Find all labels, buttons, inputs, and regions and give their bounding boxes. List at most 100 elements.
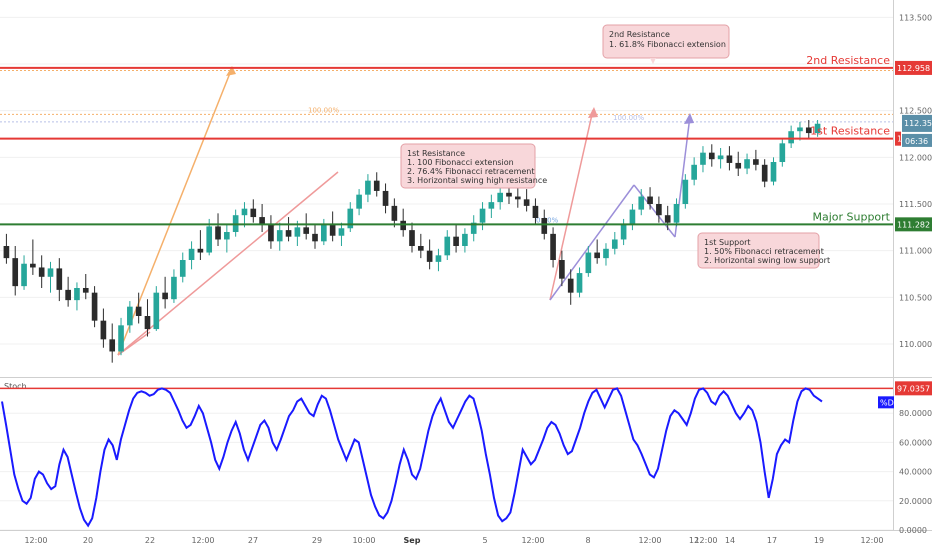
trend-line-sep-rally	[549, 184, 635, 301]
level-label: Major Support	[812, 210, 890, 223]
stochastic-tick-label: 40.0000	[899, 468, 932, 477]
time-tick-label: 12	[689, 536, 699, 545]
candle-body	[550, 233, 556, 260]
candle-body	[647, 196, 653, 204]
arrow-head-right	[684, 113, 694, 124]
candle-body	[144, 316, 151, 330]
candle-body	[100, 320, 107, 340]
annotation-1st-resistance-line-3: 2. 76.4% Fibonacci retracement	[407, 167, 535, 176]
support-resistance-levels: 2nd Resistance 1st Resistance Major Suppor…	[0, 54, 893, 226]
price-tick-label: 113.500	[899, 13, 932, 22]
candle-body	[576, 273, 583, 293]
stochastic-series-name: %D	[880, 398, 894, 407]
price-tag-background	[895, 60, 932, 75]
time-tick-label: 8	[585, 536, 590, 545]
time-tick-label: 27	[248, 536, 258, 545]
candle-body	[188, 248, 195, 260]
candle-body	[805, 127, 812, 134]
candle-body	[664, 215, 671, 223]
candle-body	[435, 255, 442, 262]
time-tick-label: 12:00	[24, 536, 47, 545]
fib-extension-arrow-mid	[549, 109, 594, 301]
countdown-text: 06:36	[905, 137, 928, 146]
candle-body	[109, 339, 116, 352]
candle-body	[735, 162, 742, 169]
candle-body	[153, 292, 160, 330]
candle-body	[224, 232, 230, 240]
candle-body	[744, 159, 750, 169]
level-label: 1st Resistance	[810, 125, 890, 138]
time-tick-label: 12:00	[638, 536, 661, 545]
candle-body	[717, 155, 724, 160]
price-tick-label: 111.500	[899, 200, 932, 209]
candle-body	[656, 204, 662, 216]
time-tick-label: 14	[725, 536, 735, 545]
stochastic-tick-label: 0.0000	[899, 526, 927, 535]
candle-body	[82, 288, 89, 293]
stochastic-axis: 80.0000 60.0000 40.0000 20.0000 0.0000 97.035…	[878, 381, 932, 535]
candle-body	[523, 199, 530, 206]
countdown-tag	[902, 133, 932, 147]
candle-body	[444, 236, 451, 256]
candle-body	[38, 267, 45, 277]
candle-body	[797, 127, 803, 132]
candle-body	[276, 230, 283, 242]
candle-body	[118, 325, 124, 352]
stochastic-ref-tag-text: 97.0357	[897, 384, 930, 393]
candle-body	[285, 230, 292, 237]
candle-body	[488, 202, 495, 209]
candle-body	[585, 252, 592, 274]
candle-body	[268, 224, 274, 242]
stochastic-ref-tag	[895, 381, 932, 396]
time-tick-label: 12:00	[521, 536, 544, 545]
candle-body	[417, 246, 424, 251]
last-price-text: 112.358	[904, 119, 932, 128]
fib-level-label: 100.00%	[308, 106, 339, 114]
candle-body	[761, 164, 768, 182]
stochastic-tick-label: 20.0000	[899, 497, 932, 506]
time-tick-label: 20	[83, 536, 93, 545]
candle-body	[12, 258, 19, 287]
candle-body	[373, 180, 380, 191]
candle-body	[814, 123, 821, 134]
candle-body	[770, 162, 777, 182]
price-tick-label: 112.000	[899, 153, 932, 162]
candle-body	[259, 217, 265, 225]
annotation-1st-support-line-2: 1. 50% Fibonacci retracement	[704, 247, 824, 256]
stochastic-pane: Stoch	[0, 382, 893, 531]
candle-body	[620, 224, 627, 240]
stochastic-tick-label: 60.0000	[899, 438, 932, 447]
time-tick-label: 10:00	[352, 536, 375, 545]
candle-body	[127, 306, 133, 326]
candle-body	[726, 155, 733, 163]
candle-body	[91, 292, 98, 321]
candle-body	[603, 248, 609, 259]
annotation-1st-support: 1st Support 1. 50% Fibonacci retracement…	[697, 232, 830, 269]
price-tag-background	[895, 131, 901, 146]
candle-body	[65, 289, 71, 301]
candle-body	[56, 268, 63, 290]
price-tick-label: 112.500	[899, 107, 932, 116]
candlesticks	[3, 120, 821, 363]
time-tick-label: 22	[145, 536, 155, 545]
candle-body	[479, 208, 486, 223]
candle-body	[506, 192, 512, 197]
time-tick-label: 17	[767, 536, 777, 545]
candle-body	[682, 179, 689, 204]
arrow-head-left	[226, 66, 236, 76]
price-pane: 100.00% 100.00% 0.00% 2nd Resistance 1st Re…	[0, 16, 893, 363]
annotation-1st-support-line-1: 1st Support	[704, 238, 751, 247]
candle-body	[294, 227, 301, 237]
arrow-head-mid	[588, 107, 598, 118]
candle-body	[365, 180, 371, 195]
stochastic-tick-label: 80.0000	[899, 409, 932, 418]
level-label: 2nd Resistance	[806, 54, 890, 67]
candle-body	[312, 233, 318, 242]
stochastic-series-tag	[878, 396, 894, 409]
candle-body	[206, 226, 213, 253]
annotation-1st-resistance-line-1: 1st Resistance	[407, 149, 465, 158]
candle-body	[321, 224, 327, 242]
candle-body	[356, 194, 362, 209]
candle-body	[179, 260, 186, 277]
